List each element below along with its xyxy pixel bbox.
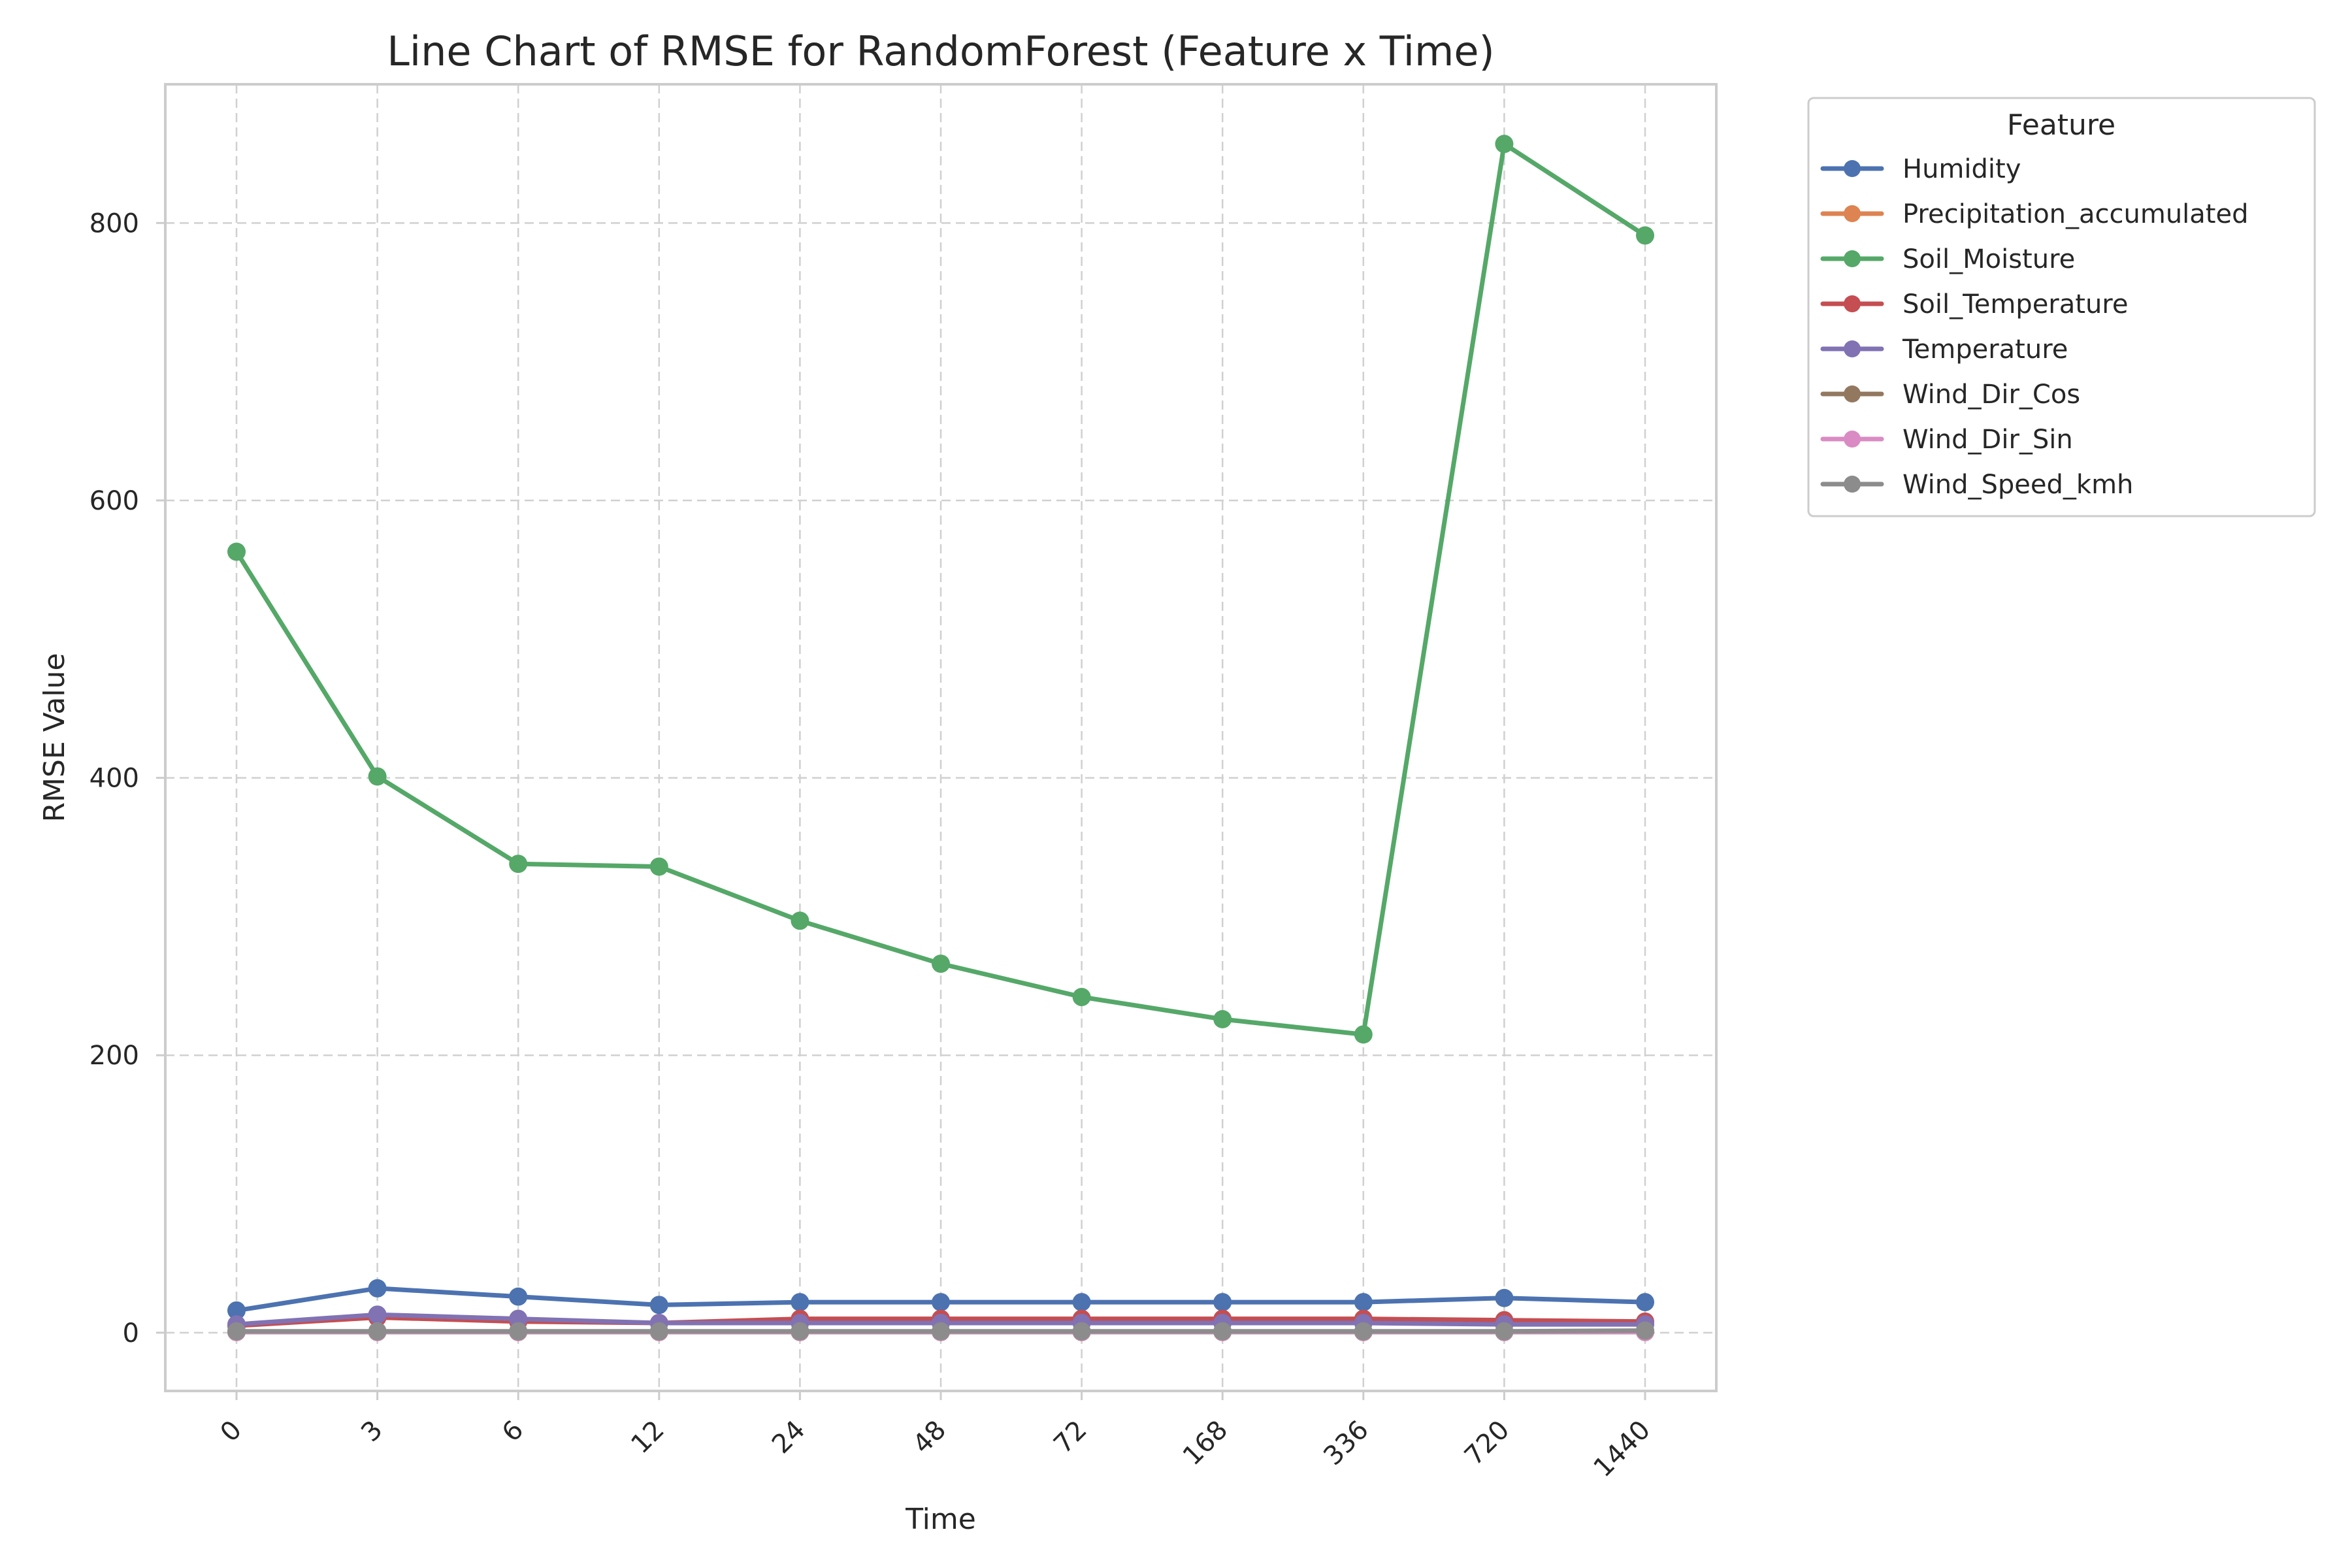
x-axis-label: Time bbox=[905, 1503, 976, 1536]
legend-item: Wind_Dir_Sin bbox=[1820, 425, 2073, 455]
x-tick-label: 336 bbox=[1318, 1415, 1375, 1472]
legend-items: Humidity Precipitation_accumulated Soil_Mo… bbox=[1820, 154, 2249, 500]
data-point bbox=[1072, 1322, 1091, 1341]
plot-series bbox=[227, 135, 1654, 1341]
x-tick-label: 12 bbox=[625, 1415, 670, 1460]
legend-item: Humidity bbox=[1820, 154, 2021, 184]
data-point bbox=[368, 1322, 387, 1341]
data-point bbox=[1636, 1293, 1654, 1312]
data-point bbox=[368, 1279, 387, 1298]
legend-item: Wind_Speed_kmh bbox=[1820, 470, 2133, 500]
data-point bbox=[227, 542, 246, 561]
data-point bbox=[227, 1322, 246, 1341]
y-tick-label: 200 bbox=[90, 1041, 139, 1071]
data-point bbox=[1354, 1322, 1373, 1341]
legend-marker bbox=[1844, 340, 1861, 357]
data-point bbox=[1636, 226, 1654, 245]
series-soil-moisture bbox=[227, 135, 1654, 1044]
data-point bbox=[1636, 1321, 1654, 1340]
data-point bbox=[1072, 1293, 1091, 1312]
y-tick-label: 600 bbox=[90, 486, 139, 516]
y-tick-label: 800 bbox=[90, 208, 139, 238]
data-point bbox=[1495, 135, 1514, 154]
data-point bbox=[649, 1296, 668, 1315]
y-axis-label: RMSE Value bbox=[38, 653, 71, 822]
legend-item: Temperature bbox=[1820, 335, 2068, 365]
x-tick-label: 720 bbox=[1459, 1415, 1516, 1472]
data-point bbox=[1354, 1293, 1373, 1312]
data-point bbox=[1495, 1322, 1514, 1341]
y-tick-label: 0 bbox=[123, 1318, 139, 1348]
data-point bbox=[1213, 1009, 1232, 1028]
legend-marker bbox=[1844, 250, 1861, 267]
data-point bbox=[932, 1322, 950, 1341]
data-point bbox=[1354, 1025, 1373, 1044]
legend-label: Wind_Dir_Cos bbox=[1903, 380, 2080, 410]
legend-label: Humidity bbox=[1903, 154, 2021, 184]
legend-frame bbox=[1807, 97, 2316, 517]
data-point bbox=[1213, 1293, 1232, 1312]
y-tick-label: 400 bbox=[90, 764, 139, 794]
data-point bbox=[791, 1293, 809, 1312]
legend-label: Temperature bbox=[1902, 335, 2068, 365]
x-tick-label: 72 bbox=[1048, 1415, 1093, 1460]
legend-title: Feature bbox=[2007, 108, 2115, 142]
legend-marker bbox=[1844, 160, 1861, 177]
data-point bbox=[509, 1322, 528, 1341]
legend-label: Precipitation_accumulated bbox=[1903, 199, 2249, 229]
chart-title: Line Chart of RMSE for RandomForest (Fea… bbox=[387, 27, 1494, 75]
x-tick-label: 1440 bbox=[1588, 1415, 1657, 1484]
legend-marker bbox=[1844, 385, 1861, 402]
data-point bbox=[509, 855, 528, 874]
data-point bbox=[509, 1287, 528, 1306]
legend-marker bbox=[1844, 431, 1861, 448]
legend-item: Soil_Moisture bbox=[1820, 244, 2075, 274]
legend-item: Precipitation_accumulated bbox=[1820, 199, 2249, 229]
axis-ticks: 0 3 6 12 24 48 72 168 336 720 1440 0 200 400 600 800 bbox=[90, 208, 1656, 1483]
data-point bbox=[227, 1301, 246, 1320]
legend-marker bbox=[1844, 295, 1861, 312]
x-tick-label: 24 bbox=[766, 1415, 811, 1460]
data-point bbox=[368, 767, 387, 786]
data-point bbox=[791, 1322, 809, 1341]
legend-marker bbox=[1844, 476, 1861, 493]
data-point bbox=[1495, 1288, 1514, 1307]
legend-label: Soil_Moisture bbox=[1903, 244, 2075, 274]
x-tick-label: 48 bbox=[907, 1415, 953, 1460]
data-point bbox=[368, 1305, 387, 1324]
grid bbox=[165, 84, 1716, 1391]
data-point bbox=[791, 911, 809, 930]
x-tick-label: 3 bbox=[355, 1415, 389, 1448]
legend: Feature Humidity Precipitation_accumulate… bbox=[1807, 97, 2316, 517]
series-wind-speed-kmh bbox=[227, 1321, 1654, 1341]
data-point bbox=[1213, 1322, 1232, 1341]
data-point bbox=[1072, 988, 1091, 1007]
x-tick-label: 6 bbox=[497, 1415, 530, 1448]
legend-item: Wind_Dir_Cos bbox=[1820, 380, 2080, 410]
data-point bbox=[649, 1322, 668, 1341]
legend-marker bbox=[1844, 205, 1861, 222]
legend-label: Wind_Speed_kmh bbox=[1903, 470, 2133, 500]
data-point bbox=[932, 1293, 950, 1312]
x-tick-label: 0 bbox=[215, 1415, 248, 1448]
data-point bbox=[932, 955, 950, 973]
data-point bbox=[649, 857, 668, 876]
legend-label: Wind_Dir_Sin bbox=[1903, 425, 2073, 455]
legend-item: Soil_Temperature bbox=[1820, 289, 2128, 319]
x-tick-label: 168 bbox=[1177, 1415, 1234, 1472]
legend-label: Soil_Temperature bbox=[1903, 289, 2128, 319]
series-humidity bbox=[227, 1279, 1654, 1320]
